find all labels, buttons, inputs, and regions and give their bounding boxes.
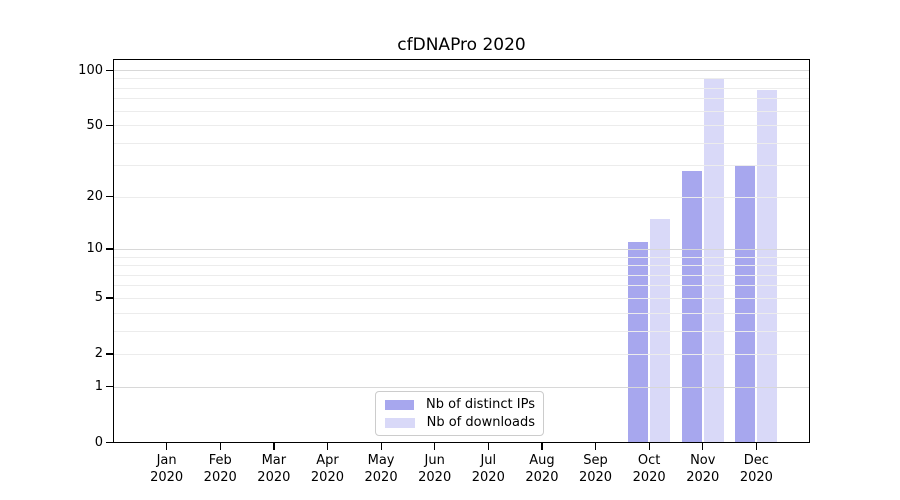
x-tick-label-jun: Jun 2020: [418, 452, 452, 485]
bar-distinct-ips-dec: [735, 165, 756, 443]
y-tick-mark: [106, 124, 113, 126]
y-tick-mark: [106, 297, 113, 299]
x-tick-label-mar: Mar 2020: [257, 452, 291, 485]
x-tick-mark: [273, 442, 275, 450]
minor-gridline: [113, 196, 810, 198]
x-tick-label-dec: Dec 2020: [739, 452, 773, 485]
minor-gridline: [113, 256, 810, 258]
y-tick-mark: [106, 69, 113, 71]
minor-gridline: [113, 274, 810, 276]
legend-item-distinct-ips: Nb of distinct IPs: [385, 397, 535, 412]
legend-label-distinct-ips: Nb of distinct IPs: [426, 397, 535, 412]
y-tick-mark: [106, 442, 113, 444]
x-tick-label-jan: Jan 2020: [150, 452, 184, 485]
x-tick-mark: [487, 442, 489, 450]
y-tick-label: 10: [86, 241, 103, 257]
x-tick-mark: [648, 442, 650, 450]
x-tick-label-sep: Sep 2020: [578, 452, 613, 485]
major-gridline: [113, 70, 810, 71]
y-tick-label: 2: [94, 346, 103, 362]
minor-gridline: [113, 312, 810, 314]
x-tick-mark: [434, 442, 436, 450]
y-tick-label: 100: [78, 62, 103, 78]
bar-distinct-ips-nov: [681, 170, 702, 443]
y-tick-mark: [106, 353, 113, 355]
legend: Nb of distinct IPs Nb of downloads: [375, 391, 544, 436]
x-tick-mark: [595, 442, 597, 450]
x-tick-mark: [702, 442, 704, 450]
x-tick-mark: [219, 442, 221, 450]
plot-area: [113, 59, 810, 443]
x-tick-mark: [541, 442, 543, 450]
y-tick-label: 20: [86, 189, 103, 205]
minor-gridline: [113, 125, 810, 127]
legend-swatch-downloads-icon: [385, 417, 415, 428]
x-tick-mark: [755, 442, 758, 450]
y-tick-label: 1: [94, 379, 103, 395]
x-tick-mark: [326, 442, 329, 450]
x-tick-label-apr: Apr 2020: [310, 452, 344, 485]
minor-gridline: [113, 330, 810, 332]
y-tick-mark: [106, 248, 113, 250]
y-tick-label: 5: [94, 290, 103, 306]
major-gridline: [113, 386, 810, 388]
minor-gridline: [113, 110, 810, 112]
minor-gridline: [113, 142, 810, 144]
minor-gridline: [113, 98, 810, 100]
bar-distinct-ips-oct: [628, 241, 649, 443]
y-tick-label: 50: [86, 117, 103, 133]
minor-gridline: [113, 165, 810, 167]
minor-gridline: [113, 265, 810, 267]
legend-item-downloads: Nb of downloads: [385, 415, 535, 430]
x-tick-mark: [380, 442, 382, 450]
x-tick-label-oct: Oct 2020: [632, 452, 666, 485]
minor-gridline: [113, 297, 810, 299]
minor-gridline: [113, 78, 810, 80]
y-tick-label: 0: [94, 435, 103, 450]
x-tick-label-nov: Nov 2020: [686, 452, 720, 485]
legend-swatch-distinct-ips-icon: [385, 399, 415, 410]
bar-downloads-nov: [703, 77, 724, 443]
major-gridline: [113, 248, 810, 250]
x-tick-label-may: May 2020: [364, 452, 398, 485]
minor-gridline: [113, 285, 810, 287]
grid-layer: [113, 59, 810, 443]
chart-title: cfDNAPro 2020: [397, 35, 526, 55]
x-tick-mark: [166, 442, 168, 450]
legend-label-downloads: Nb of downloads: [426, 415, 535, 430]
x-tick-label-aug: Aug 2020: [525, 452, 559, 485]
x-tick-label-jul: Jul 2020: [471, 452, 505, 485]
minor-gridline: [113, 87, 810, 89]
y-tick-mark: [106, 196, 113, 198]
x-tick-label-feb: Feb 2020: [203, 452, 237, 485]
y-tick-mark: [106, 386, 113, 388]
minor-gridline: [113, 353, 810, 355]
